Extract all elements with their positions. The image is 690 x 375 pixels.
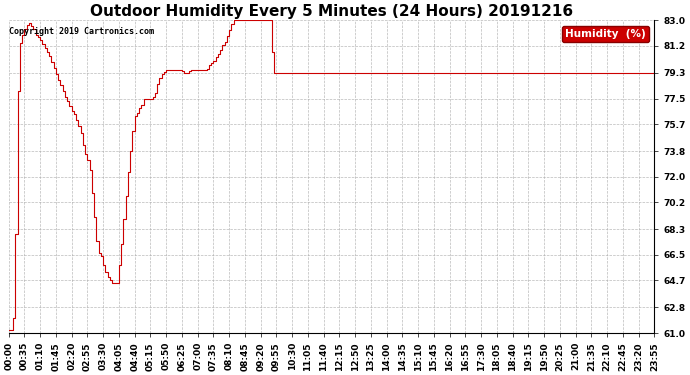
Title: Outdoor Humidity Every 5 Minutes (24 Hours) 20191216: Outdoor Humidity Every 5 Minutes (24 Hou… xyxy=(90,4,573,19)
Text: Copyright 2019 Cartronics.com: Copyright 2019 Cartronics.com xyxy=(9,27,155,36)
Legend: Humidity  (%): Humidity (%) xyxy=(562,26,649,42)
